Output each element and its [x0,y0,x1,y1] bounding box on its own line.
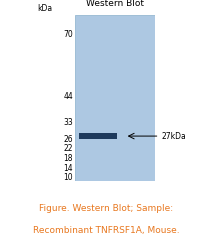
Text: Figure. Western Blot; Sample:: Figure. Western Blot; Sample: [39,204,174,213]
Text: Recombinant TNFRSF1A, Mouse.: Recombinant TNFRSF1A, Mouse. [33,226,180,235]
Text: 27kDa: 27kDa [162,132,187,141]
Bar [79,133,117,139]
Text: Western Blot: Western Blot [86,0,144,8]
Text: kDa: kDa [37,4,52,13]
